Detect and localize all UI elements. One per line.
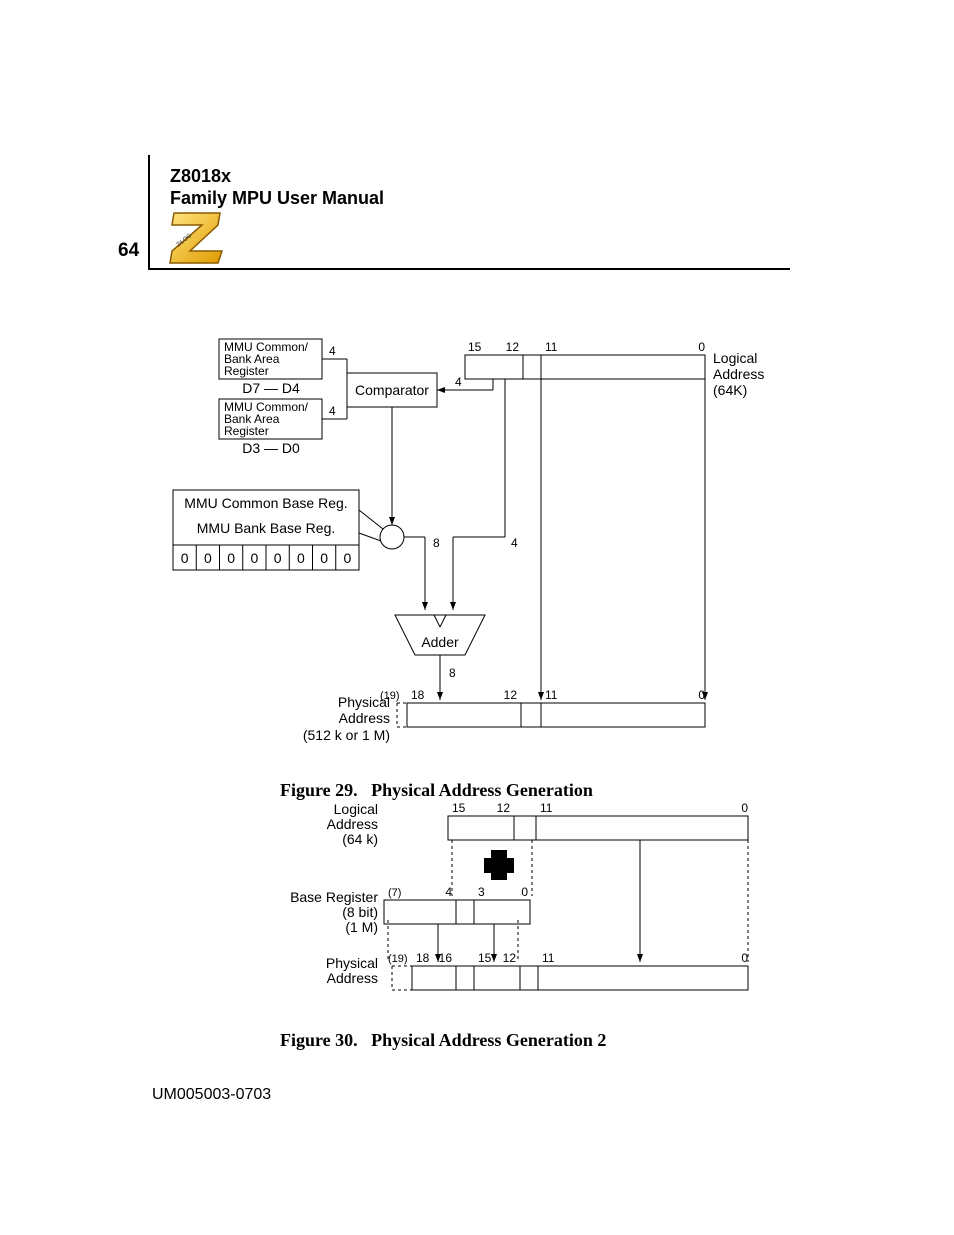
f30-pa-19: (19) xyxy=(388,953,408,965)
fig30-caption-prefix: Figure 30. xyxy=(280,1030,358,1050)
plus-icon xyxy=(484,850,514,880)
adder: Adder xyxy=(421,634,459,650)
common-base: MMU Common Base Reg. xyxy=(184,495,347,511)
physical-l1: Physical xyxy=(338,694,390,710)
f30-phys-l2: Address xyxy=(327,970,378,986)
bit8b: 8 xyxy=(449,666,456,680)
svg-text:0: 0 xyxy=(227,550,235,566)
f30-pa-18: 18 xyxy=(416,951,430,965)
svg-text:0: 0 xyxy=(204,550,212,566)
f30-pa-16: 16 xyxy=(439,951,453,965)
f30-br-0: 0 xyxy=(521,885,528,899)
fig30-caption: Figure 30. Physical Address Generation 2 xyxy=(280,1030,606,1051)
page-number: 64 xyxy=(118,240,139,262)
bit4bus: 4 xyxy=(511,536,518,550)
svg-text:0: 0 xyxy=(297,550,305,566)
bit4a: 4 xyxy=(329,344,336,358)
f30-base-l1: Base Register xyxy=(290,889,378,905)
zilog-logo: ZiLOG xyxy=(160,205,230,265)
f30-la-11: 11 xyxy=(540,801,553,815)
f30-pa-0: 0 xyxy=(741,951,748,965)
f30-phys-l1: Physical xyxy=(326,955,378,971)
footer: UM005003-0703 xyxy=(152,1086,271,1104)
physical-l2: Address xyxy=(339,710,390,726)
figure-29: MMU Common/ Bank Area Register D7 — D4 M… xyxy=(165,335,805,785)
bit4c: 4 xyxy=(455,375,462,389)
header-rule-vertical xyxy=(148,155,150,270)
la-0: 0 xyxy=(698,340,705,354)
header-rule-horizontal xyxy=(150,268,790,270)
svg-text:0: 0 xyxy=(251,550,259,566)
f30-logical-l3: (64 k) xyxy=(342,831,378,847)
f30-la-12: 12 xyxy=(497,801,511,815)
f30-br-4: 4 xyxy=(445,885,452,899)
f30-pa-15: 15 xyxy=(478,951,492,965)
logical-l2: Address xyxy=(713,366,764,382)
mmu2-sub: D3 — D0 xyxy=(242,440,300,456)
header-line1: Z8018x xyxy=(170,166,231,186)
svg-text:0: 0 xyxy=(320,550,328,566)
mmu1-sub: D7 — D4 xyxy=(242,380,300,396)
svg-text:0: 0 xyxy=(344,550,352,566)
fig30-caption-text: Physical Address Generation 2 xyxy=(371,1030,606,1050)
svg-text:0: 0 xyxy=(274,550,282,566)
bit8a: 8 xyxy=(433,536,440,550)
zero-cells: 0 0 0 0 0 0 0 0 xyxy=(181,545,352,570)
figure-30: 15 12 11 0 Logical Address (64 k) (7) 4 … xyxy=(260,800,800,1010)
fig29-caption-prefix: Figure 29. xyxy=(280,780,358,800)
fig29-caption-text: Physical Address Generation xyxy=(371,780,593,800)
f30-la-0: 0 xyxy=(741,801,748,815)
la-11: 11 xyxy=(545,340,558,354)
logical-l3: (64K) xyxy=(713,382,747,398)
mmu2-l3: Register xyxy=(224,424,269,438)
f30-pa-12: 12 xyxy=(503,951,517,965)
f30-la-15: 15 xyxy=(452,801,466,815)
bit4b: 4 xyxy=(329,404,336,418)
logical-l1: Logical xyxy=(713,350,757,366)
pa-11: 11 xyxy=(545,688,558,702)
pa-12: 12 xyxy=(504,688,518,702)
physical-l3: (512 k or 1 M) xyxy=(303,727,390,743)
f30-logical-l2: Address xyxy=(327,816,378,832)
f30-logical-l1: Logical xyxy=(334,801,378,817)
f30-base-l3: (1 M) xyxy=(345,919,378,935)
bank-base: MMU Bank Base Reg. xyxy=(197,520,336,536)
f30-base-l2: (8 bit) xyxy=(342,904,378,920)
f30-br-7: (7) xyxy=(388,887,401,899)
comparator: Comparator xyxy=(355,382,429,398)
la-15: 15 xyxy=(468,340,482,354)
la-12: 12 xyxy=(506,340,520,354)
svg-text:0: 0 xyxy=(181,550,189,566)
fig29-caption: Figure 29. Physical Address Generation xyxy=(280,780,593,801)
f30-br-3: 3 xyxy=(478,885,485,899)
pa-0: 0 xyxy=(698,688,705,702)
pa-18: 18 xyxy=(411,688,425,702)
mmu1-l3: Register xyxy=(224,364,269,378)
f30-pa-11: 11 xyxy=(542,951,555,965)
header-title: Z8018x Family MPU User Manual xyxy=(170,165,384,209)
